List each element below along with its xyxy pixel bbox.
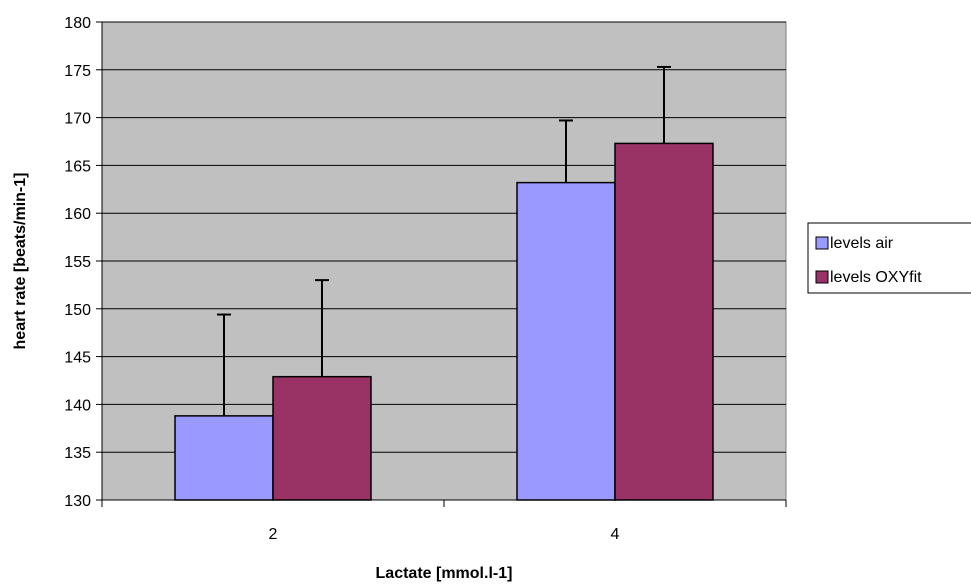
bar-levels-air-4 xyxy=(516,181,616,501)
legend-swatch-levels-air xyxy=(815,236,829,250)
y-tick-label: 175 xyxy=(64,63,91,80)
y-tick-label: 135 xyxy=(64,445,91,462)
y-tick-label: 180 xyxy=(64,15,91,32)
error-bars xyxy=(217,65,671,416)
x-tick-label: 2 xyxy=(269,526,278,543)
y-tick-label: 165 xyxy=(64,158,91,175)
x-tick-label: 4 xyxy=(611,526,620,543)
axes xyxy=(96,21,787,507)
y-axis-title: heart rate [beats/min-1] xyxy=(12,173,29,350)
y-tick-label: 140 xyxy=(64,397,91,414)
y-tick-label: 155 xyxy=(64,254,91,271)
tick-labels: 130 135 140 145 150 155 160 165 170 175 180 2 4 xyxy=(64,15,619,543)
y-tick-label: 130 xyxy=(64,493,91,510)
x-axis-title: Lactate [mmol.l-1] xyxy=(376,565,513,582)
legend-box xyxy=(807,222,971,294)
y-tick-label: 150 xyxy=(64,302,91,319)
bar-levels-air-2 xyxy=(174,415,274,501)
bar-levels-oxyfit-2 xyxy=(272,375,372,501)
legend-label-levels-oxyfit: levels OXYfit xyxy=(830,269,922,286)
y-tick-label: 160 xyxy=(64,206,91,223)
legend: levels air levels OXYfit xyxy=(807,222,971,294)
bar-levels-oxyfit-4 xyxy=(614,142,714,501)
y-tick-label: 170 xyxy=(64,111,91,128)
y-tick-label: 145 xyxy=(64,350,91,367)
legend-label-levels-air: levels air xyxy=(830,235,894,252)
legend-swatch-levels-oxyfit xyxy=(815,270,829,284)
